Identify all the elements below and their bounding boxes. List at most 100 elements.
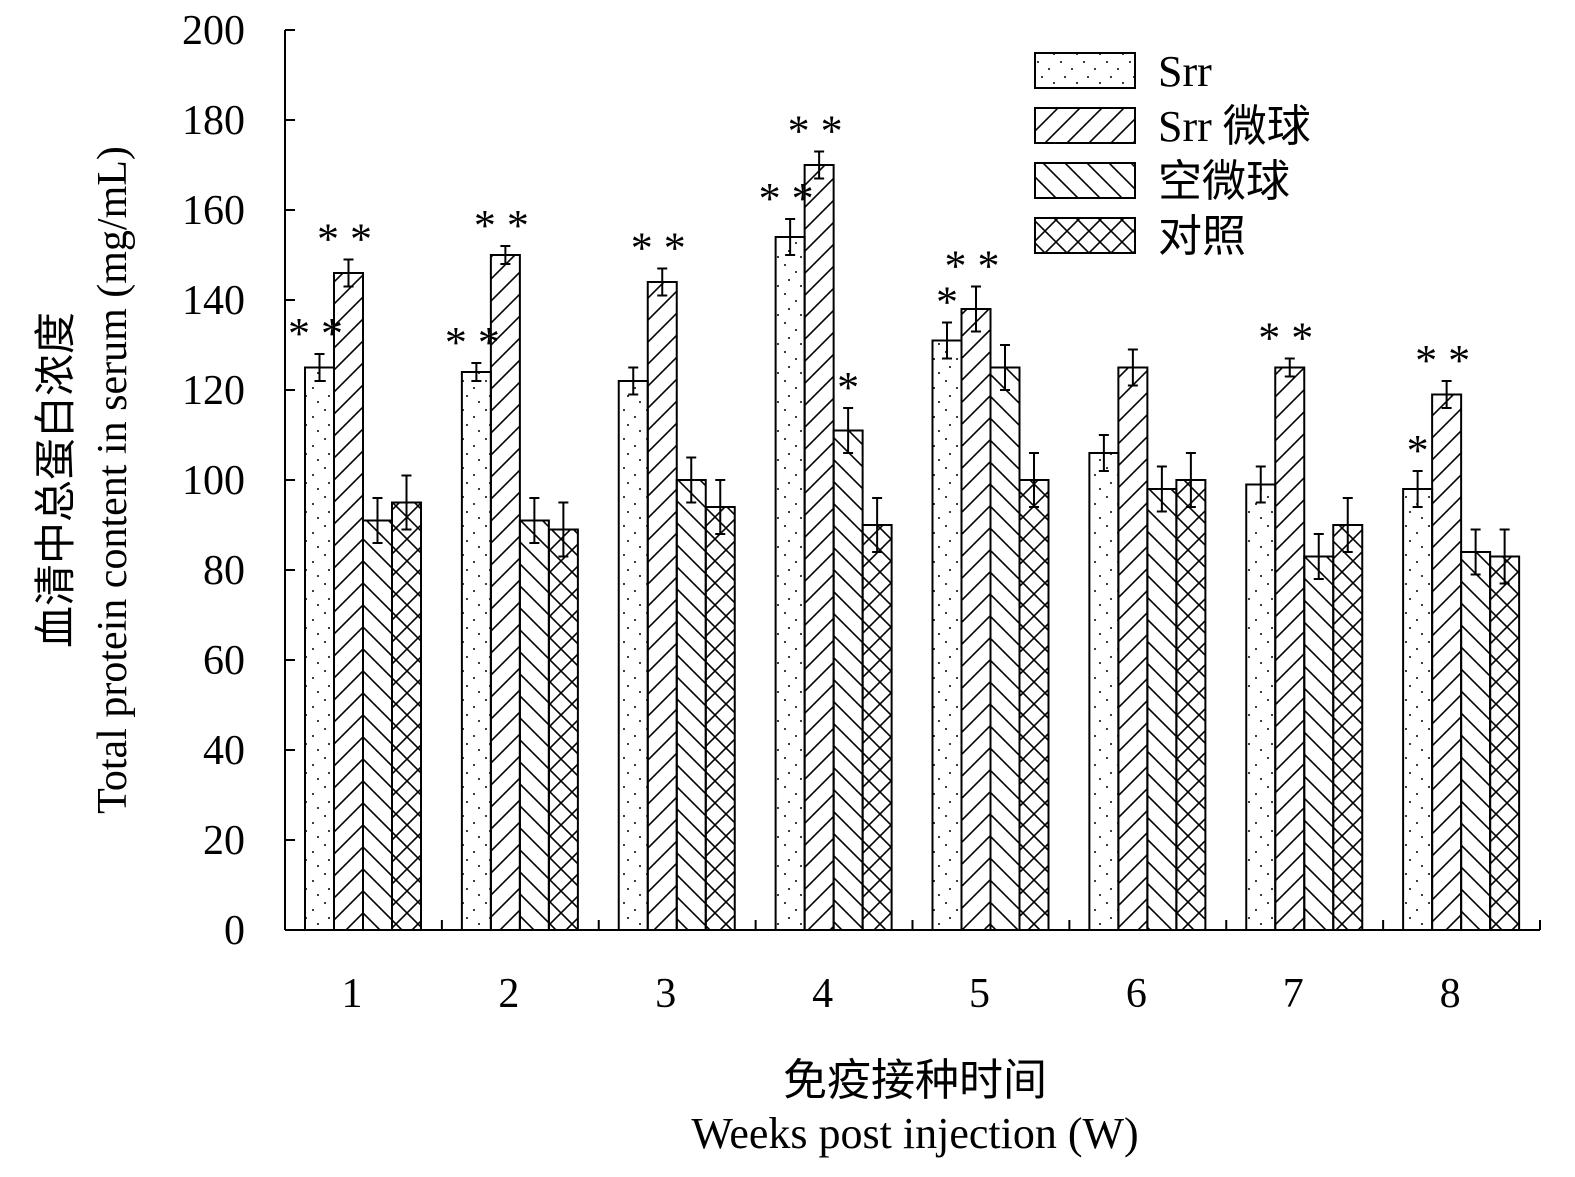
bar-3-2 [704,506,736,931]
significance-marker: * * [788,107,843,156]
error-bar [715,479,726,535]
error-bar [500,245,511,265]
bar-0-3 [774,236,806,931]
significance-marker: * * [1258,314,1313,363]
y-tick-label: 60 [203,638,245,684]
bar-3-7 [1489,555,1521,931]
error-bar [529,497,540,544]
error-bar [372,497,383,544]
y-tick-label: 160 [182,188,245,234]
bar-0-4 [931,339,963,931]
y-tick-label: 40 [203,728,245,774]
bar-3-4 [1018,479,1050,931]
y-tick-label: 100 [182,458,245,504]
significance-marker: * * [317,215,372,264]
y-tick-label: 0 [224,908,245,954]
y-tick-label: 120 [182,368,245,414]
bar-1-6 [1274,366,1306,931]
legend-swatch-back-hatch [1034,162,1136,199]
error-bar [471,362,482,382]
error-bar [1499,528,1510,585]
y-tick-label: 180 [182,98,245,144]
bar-2-3 [832,429,864,931]
error-bar [1470,528,1481,576]
error-bar [971,285,981,333]
x-axis-label-cn: 免疫接种时间 [783,1056,1047,1105]
significance-marker: * [1407,426,1429,475]
bar-0-5 [1088,452,1120,931]
bar-3-6 [1332,524,1364,931]
y-tick-label: 20 [203,818,245,864]
error-bar [314,353,325,382]
x-tick-label: 7 [1283,971,1304,1017]
bar-3-3 [861,524,893,931]
error-bar [785,218,796,256]
x-tick-label: 6 [1126,971,1147,1017]
error-bar [1313,533,1324,580]
error-bar [1185,452,1196,508]
bars: * * * ** **** * * * * ** ** ** * * ** [288,107,1521,931]
x-tick-label: 1 [342,971,363,1017]
bar-2-0 [362,519,393,931]
error-bar [1029,452,1039,508]
legend-swatch-dots [1034,52,1136,89]
error-bar [1441,380,1452,409]
error-bar [872,497,883,553]
bar-1-0 [333,272,364,931]
legend-swatch-forward-hatch [1034,107,1136,144]
bar-2-2 [675,479,707,931]
bar-0-1 [460,371,492,931]
error-bar [843,407,854,454]
y-tick-label: 140 [182,278,245,324]
significance-marker: * * [631,224,686,273]
x-tick-label: 5 [969,971,990,1017]
error-bar [1127,348,1138,387]
error-bar [1255,465,1266,504]
error-bar [628,366,639,396]
significance-marker: * * [474,201,529,250]
error-bar [401,474,412,531]
y-axis-label-cn: 血清中总蛋白浓度 [34,312,80,648]
x-tick-label: 3 [655,971,676,1017]
bar-2-1 [518,519,550,931]
bar-1-3 [803,164,835,931]
bar-3-0 [391,501,422,931]
error-bar [814,150,825,180]
bar-1-5 [1117,366,1149,931]
x-tick-label: 4 [812,971,833,1017]
significance-marker: * * [945,242,1000,291]
x-axis-label: Weeks post injection (W) [691,1109,1138,1158]
bar-3-5 [1175,479,1207,931]
error-bar [657,267,668,297]
error-bar [1412,470,1423,508]
legend-label: Srr [1158,47,1212,96]
legend-label: 空微球 [1158,157,1290,206]
y-axis-label: Total protein content in serum (mg/mL) [90,146,136,814]
error-bar [942,321,952,360]
bar-2-5 [1146,488,1178,931]
legend-swatch-cross-hatch [1034,217,1136,254]
error-bar [558,501,569,558]
error-bar [686,456,697,504]
error-bar [343,258,354,288]
bar-0-6 [1245,483,1277,931]
y-tick-label: 80 [203,548,245,594]
error-bar [1000,344,1010,391]
bar-1-4 [960,308,992,931]
legend-label: 对照 [1158,212,1246,261]
bar-1-2 [646,281,678,931]
error-bar [1098,434,1109,472]
significance-marker: * [936,278,958,327]
legend-label: Srr 微球 [1158,102,1311,151]
bar-0-0 [304,366,335,931]
significance-marker: * [837,363,859,412]
x-tick-label: 8 [1440,971,1461,1017]
error-bar [1342,497,1353,553]
error-bar [1156,465,1167,513]
bar-2-4 [989,366,1021,931]
bar-1-7 [1431,393,1463,931]
bar-2-6 [1303,555,1335,931]
significance-marker: * * [1415,336,1470,385]
